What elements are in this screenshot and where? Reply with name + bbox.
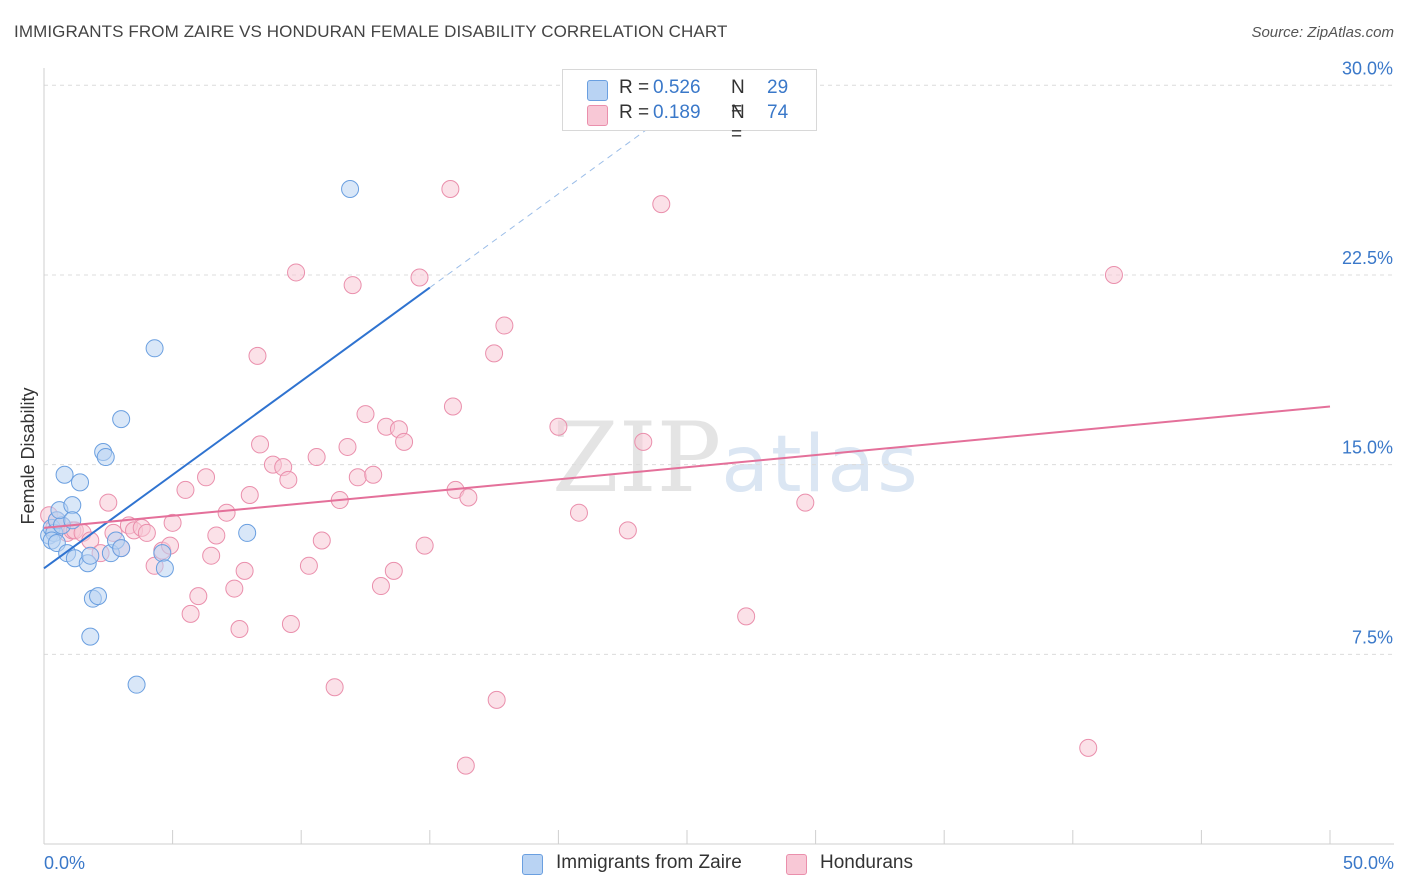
- hondurans-point: [410, 268, 429, 287]
- hondurans-point: [202, 546, 221, 565]
- chart-title: IMMIGRANTS FROM ZAIRE VS HONDURAN FEMALE…: [14, 22, 728, 41]
- x-tick-marks: [172, 830, 1331, 844]
- hondurans-point: [441, 179, 460, 198]
- hondurans-point: [197, 468, 216, 487]
- zaire-point: [89, 587, 108, 606]
- source-label: Source: ZipAtlas.com: [1251, 24, 1394, 41]
- hondurans-point: [279, 470, 298, 489]
- hondurans-point: [235, 561, 254, 580]
- zaire-point: [153, 544, 172, 563]
- y-tick-label: 7.5%: [1352, 627, 1393, 647]
- zaire-point: [341, 179, 360, 198]
- hondurans-point: [240, 485, 259, 504]
- hondurans-point: [371, 577, 390, 596]
- hondurans-point: [569, 503, 588, 522]
- hondurans-point: [495, 316, 514, 335]
- zaire-point: [145, 339, 164, 358]
- hondurans-point: [549, 417, 568, 436]
- r-value: 0.189: [653, 102, 701, 123]
- hondurans-legend-swatch: [786, 854, 807, 875]
- hondurans-point: [634, 432, 653, 451]
- zaire-point: [81, 546, 100, 565]
- zaire-point: [238, 523, 257, 542]
- hondurans-point: [364, 465, 383, 484]
- x-tick-label-max: 50.0%: [1343, 853, 1394, 873]
- hondurans-point: [348, 468, 367, 487]
- hondurans-point: [299, 556, 318, 575]
- zaire-point: [55, 465, 74, 484]
- hondurans-point: [163, 513, 182, 532]
- zaire-point: [155, 559, 174, 578]
- n-label: N =: [731, 77, 745, 120]
- watermark-zip: ZIP: [552, 402, 722, 514]
- hondurans-point: [99, 493, 118, 512]
- hondurans-trend-line: [43, 405, 1331, 529]
- zaire-legend-swatch: [522, 854, 543, 875]
- hondurans-point: [395, 432, 414, 451]
- hondurans-swatch: [587, 105, 608, 126]
- hondurans-point: [384, 561, 403, 580]
- hondurans-point: [181, 604, 200, 623]
- hondurans-point: [338, 437, 357, 456]
- axes: [43, 68, 1394, 845]
- zaire-point: [127, 675, 146, 694]
- legend-label: Immigrants from Zaire: [556, 852, 742, 873]
- stats-legend: R = 0.526 N = 29 R = 0.189 N = 74: [562, 69, 817, 145]
- hondurans-point: [137, 523, 156, 542]
- hondurans-point: [618, 521, 637, 540]
- zaire-point: [112, 410, 131, 429]
- hondurans-point: [230, 620, 249, 639]
- hondurans-point: [356, 405, 375, 424]
- hondurans-point: [207, 526, 226, 545]
- zaire-swatch: [587, 80, 608, 101]
- zaire-point: [63, 496, 82, 515]
- hondurans-point: [343, 276, 362, 295]
- n-value: 29: [767, 77, 789, 98]
- hondurans-point: [225, 579, 244, 598]
- hondurans-point: [1079, 738, 1098, 757]
- n-label: N =: [731, 102, 745, 145]
- hondurans-point: [312, 531, 331, 550]
- y-tick-label: 22.5%: [1342, 248, 1393, 268]
- hondurans-point: [251, 435, 270, 454]
- hondurans-point: [796, 493, 815, 512]
- hondurans-point: [415, 536, 434, 555]
- y-tick-labels: 7.5% 15.0% 22.5% 30.0%: [1342, 58, 1393, 647]
- legend-label: Hondurans: [820, 852, 913, 873]
- trend-lines: [43, 127, 1331, 570]
- hondurans-point: [737, 607, 756, 626]
- n-value: 74: [767, 102, 789, 123]
- y-axis-label: Female Disability: [18, 387, 38, 524]
- r-value: 0.526: [653, 77, 701, 98]
- r-label: R =: [619, 77, 650, 98]
- y-tick-label: 15.0%: [1342, 438, 1393, 458]
- hondurans-point: [443, 397, 462, 416]
- hondurans-point: [217, 503, 236, 522]
- hondurans-point: [307, 448, 326, 467]
- hondurans-point: [189, 587, 208, 606]
- zaire-point: [96, 448, 115, 467]
- hondurans-point: [248, 346, 267, 365]
- hondurans-point: [652, 195, 671, 214]
- hondurans-point: [281, 614, 300, 633]
- hondurans-point: [485, 344, 504, 363]
- zaire-points: [40, 179, 360, 694]
- r-label: R =: [619, 102, 650, 123]
- zaire-point: [81, 627, 100, 646]
- hondurans-point: [1104, 265, 1123, 284]
- hondurans-point: [456, 756, 475, 775]
- zaire-trend-extension: [429, 127, 649, 289]
- hondurans-point: [287, 263, 306, 282]
- zaire-trend-line: [43, 286, 431, 570]
- hondurans-point: [459, 488, 478, 507]
- zaire-point: [112, 539, 131, 558]
- hondurans-point: [176, 480, 195, 499]
- hondurans-point: [487, 690, 506, 709]
- hondurans-point: [325, 678, 344, 697]
- x-tick-label-min: 0.0%: [44, 853, 85, 873]
- y-tick-label: 30.0%: [1342, 58, 1393, 78]
- zaire-point: [71, 473, 90, 492]
